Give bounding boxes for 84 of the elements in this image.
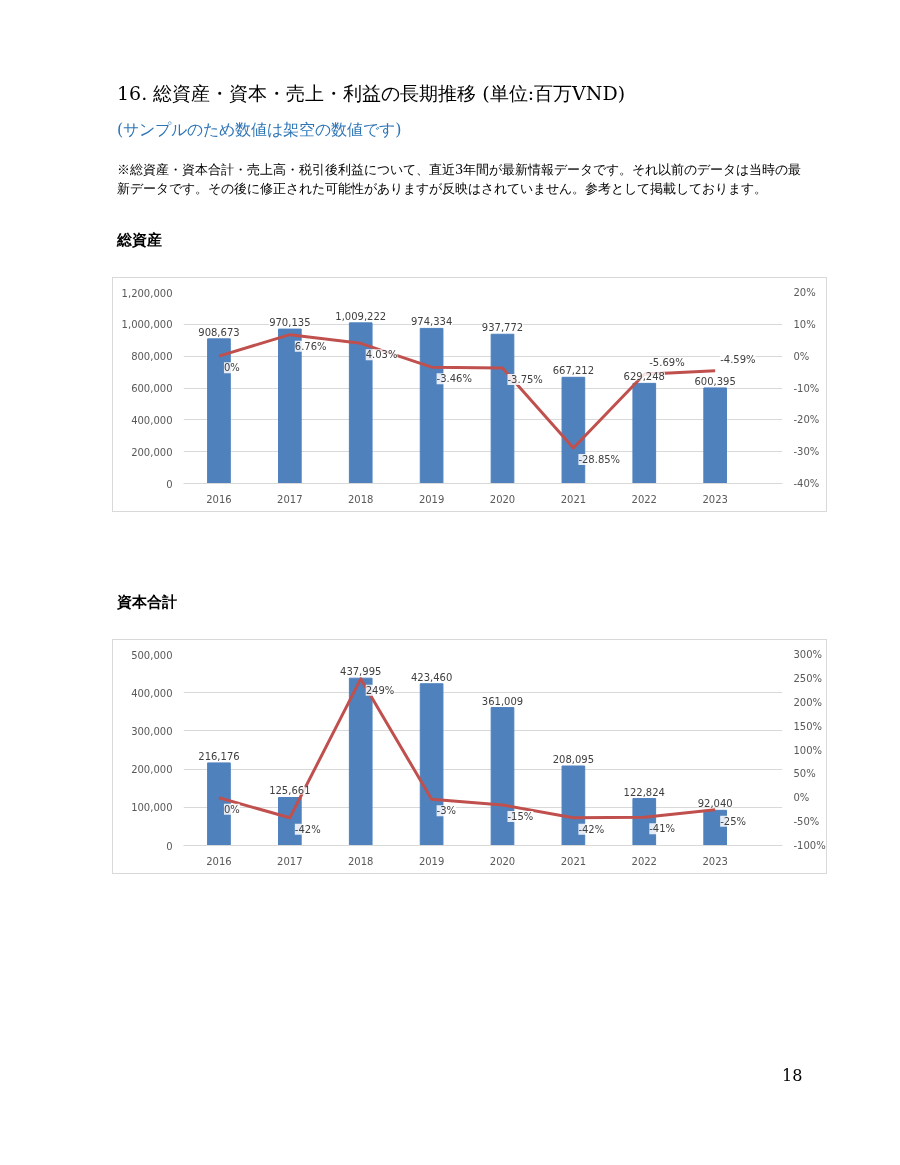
y-tick-label: 100,000 — [131, 802, 173, 814]
x-tick-label: 2016 — [206, 493, 232, 505]
y2-tick-label: -20% — [793, 414, 820, 426]
chart-title: 総資産 — [117, 230, 162, 252]
data-label: 0% — [223, 362, 240, 374]
y2-tick-label: 10% — [793, 319, 816, 331]
x-tick-label: 2019 — [418, 493, 445, 505]
x-tick-label: 2019 — [418, 855, 445, 867]
data-label: 937,772 — [481, 322, 524, 334]
x-tick-label: 2021 — [560, 855, 587, 867]
x-tick-label: 2023 — [702, 855, 728, 867]
y-tick-label: 300,000 — [131, 725, 173, 737]
data-label: 208,095 — [552, 753, 595, 765]
x-tick-label: 2016 — [206, 855, 232, 867]
chart-title: 資本合計 — [117, 592, 177, 614]
y-tick-label: 0 — [166, 478, 173, 490]
data-label: -42% — [578, 823, 605, 835]
data-label: -3% — [436, 805, 457, 817]
x-tick-label: 2018 — [347, 493, 374, 505]
data-label: 974,334 — [410, 316, 453, 328]
y2-tick-label: 0% — [793, 792, 810, 804]
y2-tick-label: 50% — [793, 768, 816, 780]
y-tick-label: 200,000 — [131, 764, 173, 776]
data-label: -3.75% — [507, 374, 543, 386]
y-tick-label: 0 — [166, 840, 173, 852]
y-tick-label: 600,000 — [131, 383, 173, 395]
y2-tick-label: 200% — [793, 696, 823, 708]
y2-tick-label: 20% — [793, 287, 816, 299]
data-label: -5.69% — [649, 357, 685, 369]
x-tick-label: 2020 — [489, 493, 516, 505]
x-tick-label: 2021 — [560, 493, 587, 505]
y2-tick-label: -40% — [793, 478, 820, 490]
data-label: 6.76% — [294, 340, 327, 352]
bar — [703, 387, 727, 484]
data-label: -42% — [294, 823, 321, 835]
data-label: -15% — [507, 810, 534, 822]
data-label: 216,176 — [198, 750, 240, 762]
data-label: -28.85% — [578, 454, 621, 466]
data-label: 92,040 — [697, 798, 733, 810]
x-tick-label: 2018 — [347, 855, 374, 867]
x-tick-label: 2022 — [631, 493, 657, 505]
y2-tick-label: 150% — [793, 720, 823, 732]
y2-tick-label: -100% — [793, 839, 826, 851]
y2-tick-label: 0% — [793, 350, 810, 362]
y-tick-label: 200,000 — [131, 446, 173, 458]
data-label: 600,395 — [694, 376, 736, 388]
x-tick-label: 2020 — [489, 855, 516, 867]
data-label: 629,248 — [623, 371, 665, 383]
data-label: 437,995 — [340, 666, 382, 678]
y2-tick-label: -30% — [793, 446, 820, 458]
data-label: -25% — [720, 815, 746, 827]
y2-tick-label: 300% — [793, 648, 823, 660]
y2-tick-label: -50% — [793, 816, 820, 828]
y-tick-label: 1,000,000 — [121, 319, 173, 331]
data-label: 667,212 — [552, 365, 595, 377]
data-label: 0% — [223, 803, 240, 815]
y-tick-label: 400,000 — [131, 415, 173, 427]
y-tick-label: 500,000 — [131, 649, 173, 661]
text: 18 — [782, 1064, 803, 1087]
data-label: -4.59% — [720, 353, 756, 365]
data-label: 125,661 — [269, 785, 311, 797]
y-tick-label: 400,000 — [131, 687, 173, 699]
y2-tick-label: 250% — [793, 672, 823, 684]
x-tick-label: 2023 — [702, 493, 728, 505]
data-label: 122,824 — [623, 786, 665, 798]
x-tick-label: 2017 — [277, 493, 303, 505]
data-label: -41% — [649, 823, 676, 835]
data-label: 423,460 — [410, 671, 453, 683]
data-label: -3.46% — [436, 373, 472, 385]
data-label: 908,673 — [198, 327, 240, 339]
y2-tick-label: -10% — [793, 382, 820, 394]
text: ※総資産・資本合計・売上高・税引後利益について、直近3年間が最新情報データです。それ以前のデータは当時の最新データです。その後に修正された可能性がありますが反映はされていません。参考として掲載しております。 — [117, 160, 803, 198]
x-tick-label: 2022 — [631, 855, 657, 867]
x-tick-label: 2017 — [277, 855, 303, 867]
text: (サンプルのため数値は架空の数値です) — [117, 118, 402, 141]
y2-tick-label: 100% — [793, 744, 823, 756]
data-label: 249% — [365, 684, 395, 696]
data-label: 4.03% — [365, 349, 398, 361]
data-label: 970,135 — [269, 317, 311, 329]
data-label: 1,009,222 — [335, 311, 387, 323]
y-tick-label: 800,000 — [131, 351, 173, 363]
y-tick-label: 1,200,000 — [121, 287, 173, 299]
text: 16. 総資産・資本・売上・利益の長期推移 (単位:百万VND) — [117, 81, 626, 106]
data-label: 361,009 — [481, 695, 524, 707]
